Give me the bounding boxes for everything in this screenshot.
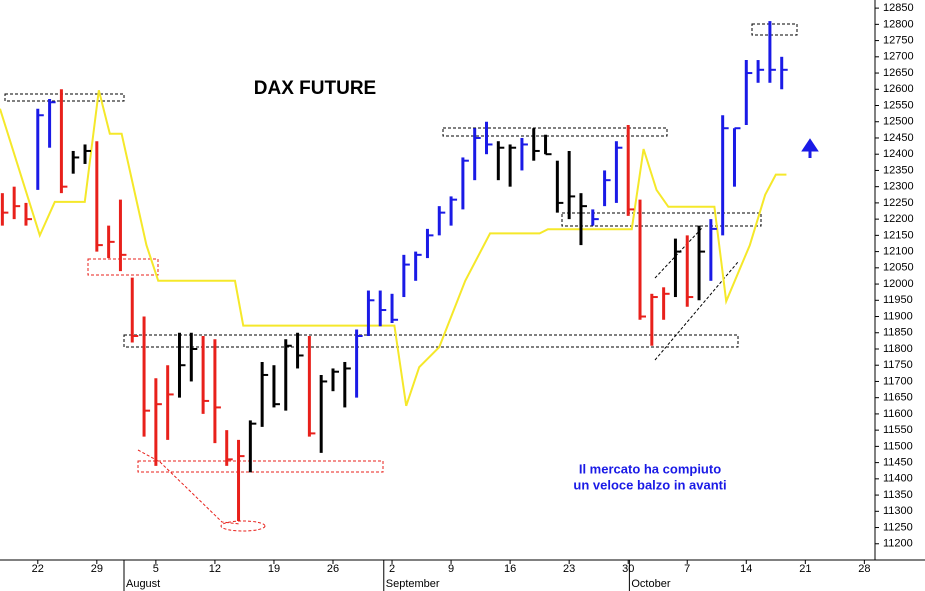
x-tick-label: 22 [32,563,44,575]
y-tick-label: 12750 [883,34,914,46]
month-label: August [126,578,160,590]
y-tick-label: 12800 [883,18,914,30]
zone [123,334,739,348]
zone [4,93,125,102]
chart-title: DAX FUTURE [254,78,376,99]
arrow [801,138,819,158]
x-tick-label: 26 [327,563,339,575]
zone [137,460,384,473]
y-tick-label: 11550 [883,424,913,436]
x-tick-label: 5 [153,563,159,575]
y-tick-label: 11450 [883,457,913,469]
y-tick-label: 12100 [883,246,914,258]
y-tick-label: 11300 [883,505,913,517]
y-tick-label: 11750 [883,359,913,371]
month-label: October [631,578,670,590]
y-tick-label: 11900 [883,310,913,322]
y-tick-label: 11800 [883,343,913,355]
x-tick-label: 16 [504,563,516,575]
annotation: Il mercato ha compiuto [579,461,721,476]
y-tick-label: 11700 [883,375,913,387]
y-tick-label: 12500 [883,116,914,128]
y-tick-label: 11500 [883,440,913,452]
support-line [0,90,787,407]
month-label: September [386,578,440,590]
zone [561,212,762,227]
zone [87,258,159,276]
x-tick-label: 28 [858,563,870,575]
y-tick-label: 12200 [883,213,914,225]
y-tick-label: 12150 [883,229,914,241]
y-tick-label: 12400 [883,148,914,160]
annotation: un veloce balzo in avanti [573,477,726,492]
y-tick-label: 12300 [883,181,914,193]
x-tick-label: 19 [268,563,280,575]
y-tick-label: 11350 [883,489,913,501]
y-tick-label: 12000 [883,278,914,290]
y-tick-label: 11650 [883,392,913,404]
y-tick-label: 12550 [883,99,914,111]
zone [220,520,266,532]
y-tick-label: 11400 [883,473,913,485]
x-tick-label: 21 [799,563,811,575]
x-tick-label: 30 [622,563,634,575]
channel-line [654,261,739,361]
y-tick-label: 11600 [883,408,913,420]
y-tick-label: 12050 [883,262,914,274]
y-tick-label: 11200 [883,538,913,550]
y-tick-label: 12850 [883,2,914,14]
y-tick-label: 12600 [883,83,914,95]
x-tick-label: 12 [209,563,221,575]
y-tick-label: 11850 [883,327,913,339]
x-tick-label: 2 [389,563,395,575]
y-tick-label: 11250 [883,521,913,533]
x-tick-label: 9 [448,563,454,575]
y-tick-label: 12650 [883,67,914,79]
y-tick-label: 11950 [883,294,913,306]
channel-line [654,227,703,279]
y-tick-label: 12250 [883,197,914,209]
y-tick-label: 12700 [883,51,914,63]
annotations [4,23,819,532]
x-tick-label: 7 [684,563,690,575]
x-tick-label: 14 [740,563,752,575]
zone-line [137,449,241,525]
y-tick-label: 12350 [883,164,914,176]
y-tick-label: 12450 [883,132,914,144]
x-tick-label: 29 [91,563,103,575]
x-tick-label: 23 [563,563,575,575]
zone [751,23,798,36]
zone [442,127,668,137]
